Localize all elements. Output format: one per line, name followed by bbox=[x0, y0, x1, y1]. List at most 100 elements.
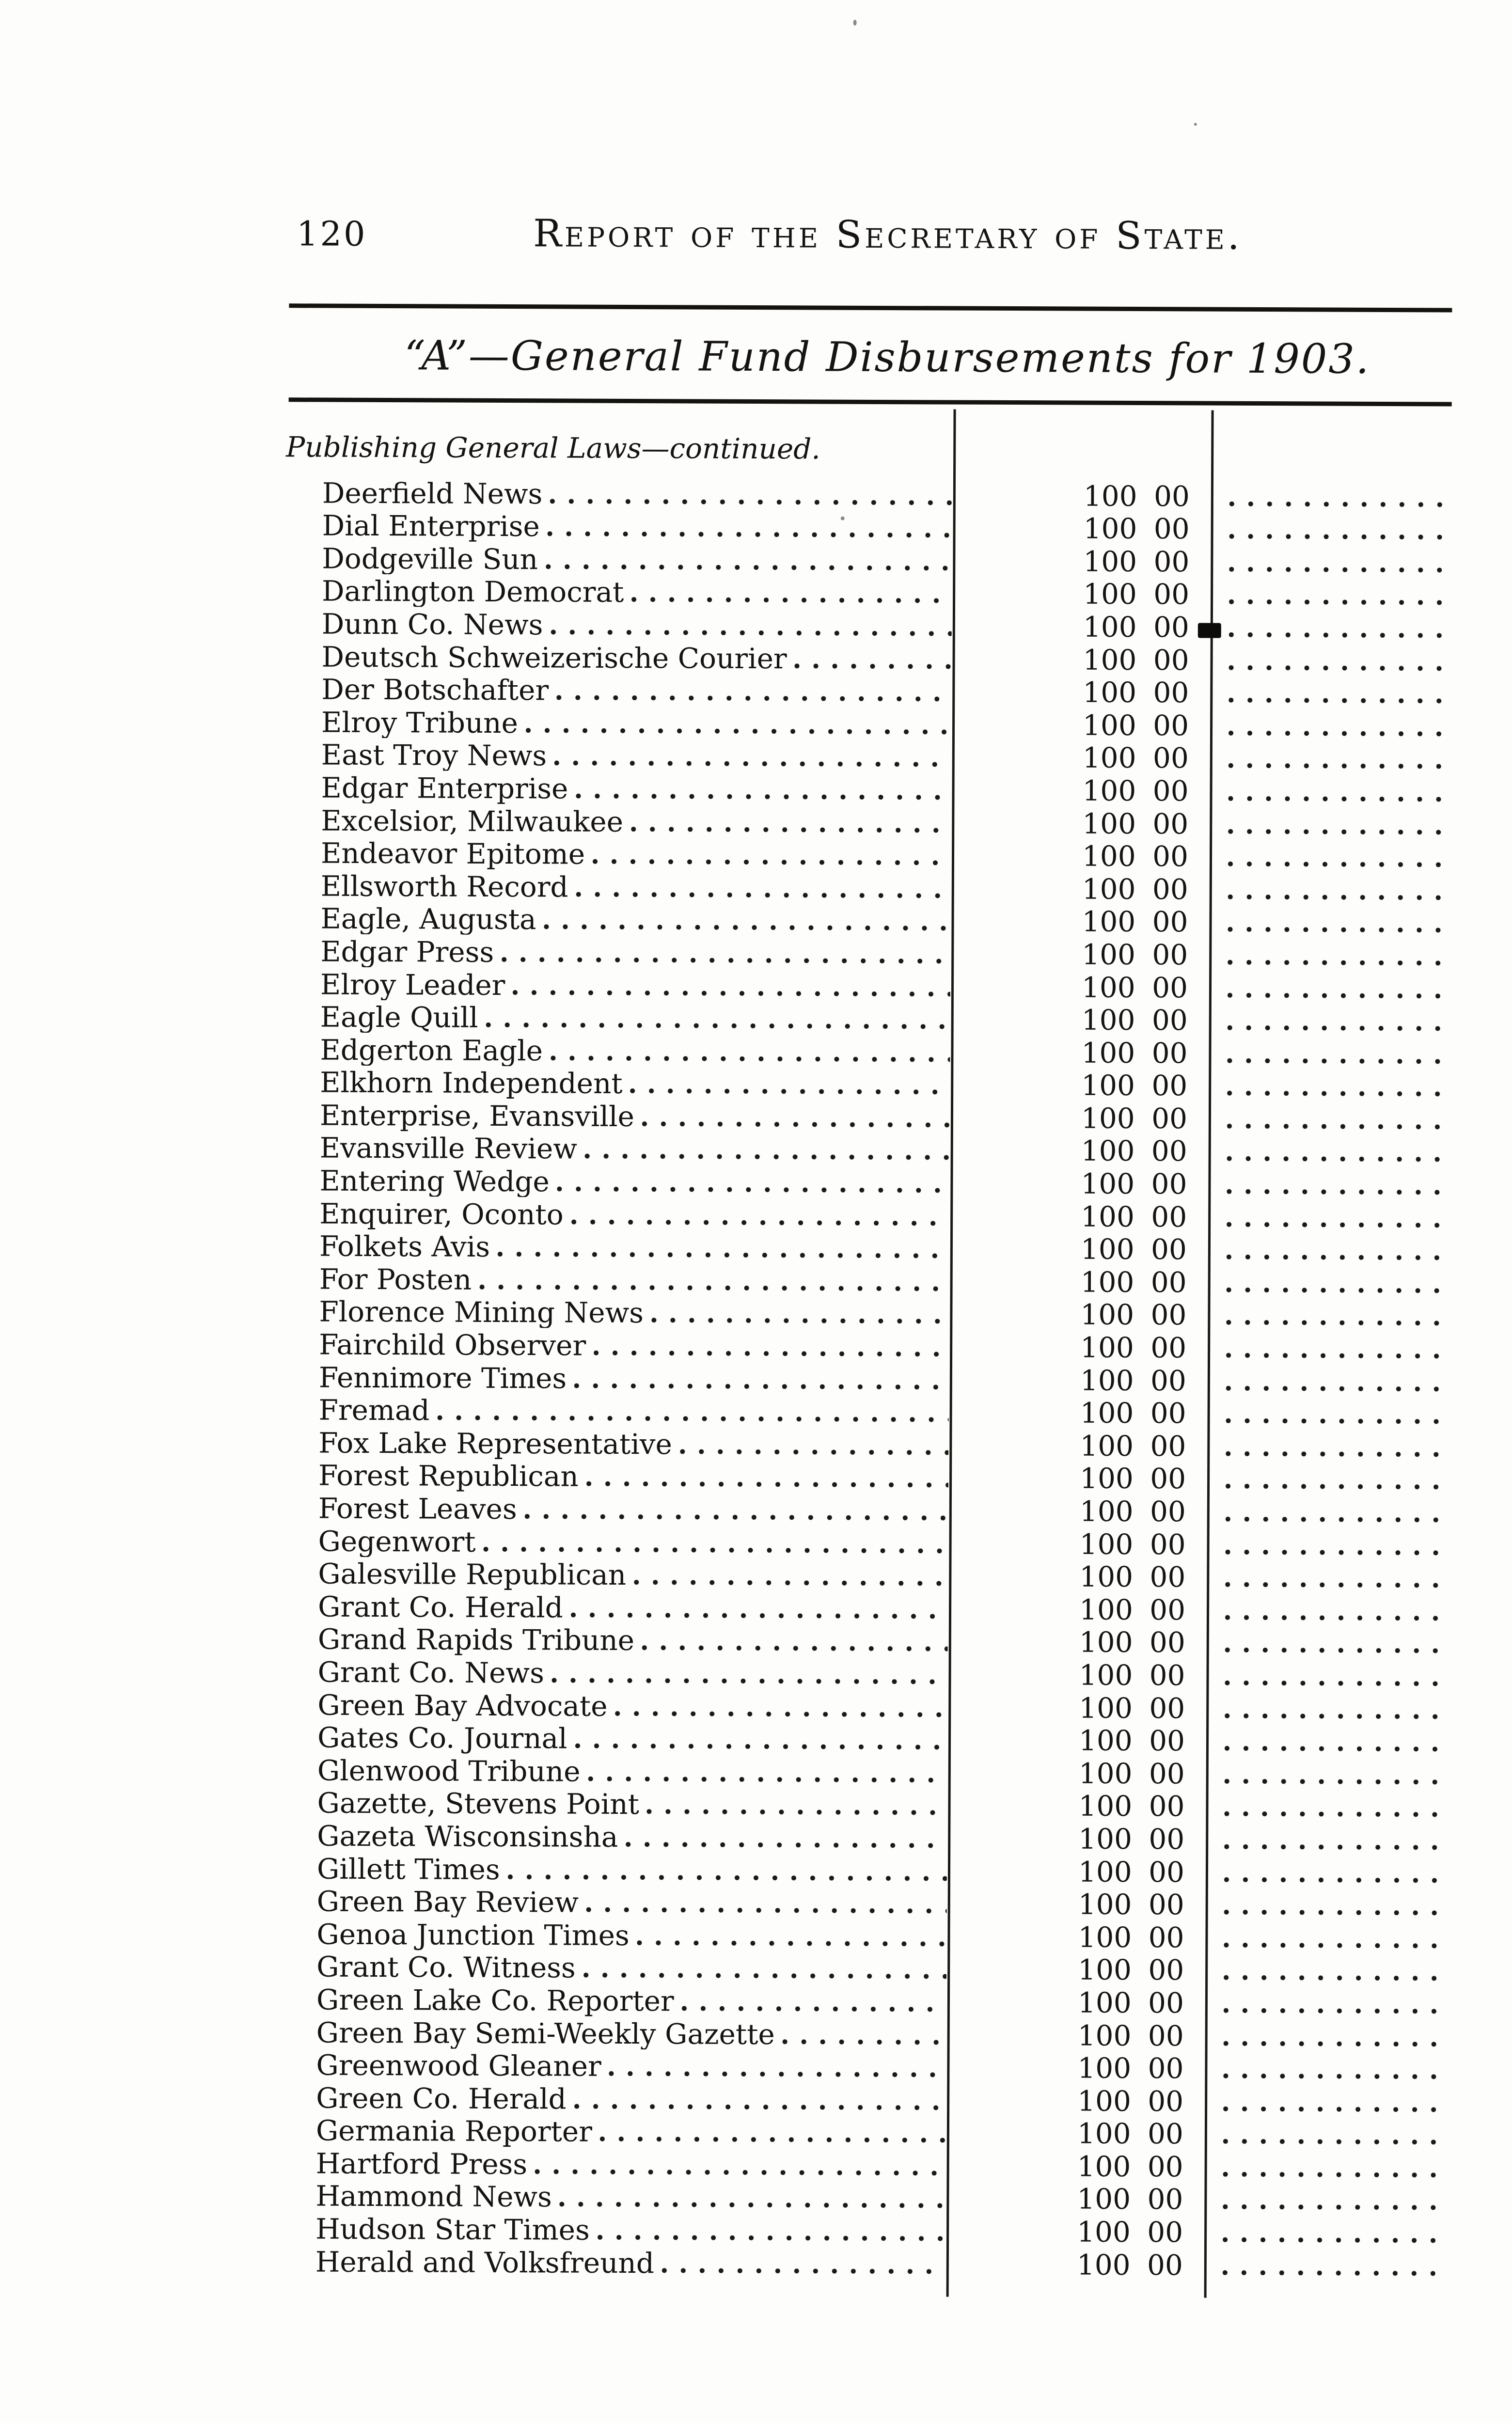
row-name-cell: Grant Co. Witness bbox=[316, 1950, 947, 1985]
row-name-cell: Excelsior, Milwaukee bbox=[321, 803, 951, 839]
table-row: Fremad 100 00 bbox=[319, 1393, 1448, 1430]
trailing-dots bbox=[1225, 1232, 1447, 1266]
amount-value: 100 00 bbox=[1082, 741, 1189, 775]
row-name-cell: Galesville Republican bbox=[318, 1557, 948, 1592]
newspaper-name: Entering Wedge bbox=[319, 1164, 550, 1198]
trailing-dots bbox=[1228, 610, 1449, 644]
dotted-leader bbox=[556, 2181, 946, 2214]
row-name-cell: Elroy Tribune bbox=[321, 705, 952, 740]
amount-value: 100 00 bbox=[1082, 774, 1189, 808]
amount-value: 100 00 bbox=[1078, 1757, 1185, 1791]
dotted-leader bbox=[612, 1690, 948, 1723]
trailing-dots bbox=[1224, 1495, 1445, 1528]
newspaper-name: Fairchild Observer bbox=[319, 1328, 586, 1362]
trailing-dots bbox=[1223, 1920, 1444, 1954]
table-row: Genoa Junction Times 100 00 bbox=[316, 1917, 1446, 1954]
trailing-dots bbox=[1222, 2215, 1443, 2249]
dotted-leader bbox=[628, 806, 951, 839]
newspaper-name: Glenwood Tribune bbox=[317, 1754, 581, 1788]
dotted-leader bbox=[573, 773, 951, 806]
dotted-leader bbox=[779, 2018, 946, 2051]
table-row: Gillett Times 100 00 bbox=[317, 1851, 1446, 1888]
newspaper-name: Ellsworth Record bbox=[320, 869, 568, 904]
dotted-leader bbox=[522, 707, 952, 740]
table-row: Edgerton Eagle 100 00 bbox=[320, 1033, 1449, 1070]
row-name-cell: Der Botschafter bbox=[321, 672, 952, 708]
dotted-leader bbox=[541, 904, 951, 937]
table-row: Gazette, Stevens Point 100 00 bbox=[317, 1786, 1446, 1823]
trailing-dots bbox=[1227, 938, 1448, 972]
dotted-leader bbox=[791, 643, 952, 675]
newspaper-name: Green Bay Semi-Weekly Gazette bbox=[316, 2016, 775, 2051]
newspaper-name: Hudson Star Times bbox=[315, 2212, 590, 2247]
dotted-leader bbox=[434, 1395, 949, 1428]
trailing-dots bbox=[1224, 1462, 1446, 1495]
row-name-cell: Gegenwort bbox=[318, 1524, 948, 1559]
newspaper-name: Edgar Enterprise bbox=[321, 771, 568, 805]
amount-value: 100 00 bbox=[1082, 807, 1189, 840]
dotted-leader bbox=[639, 1101, 950, 1133]
row-name-cell: For Posten bbox=[319, 1262, 949, 1297]
trailing-dots bbox=[1225, 1298, 1446, 1332]
trailing-dots bbox=[1223, 1789, 1444, 1823]
row-name-cell: Darlington Democrat bbox=[322, 574, 952, 609]
row-name-cell: Herald and Volksfreund bbox=[315, 2245, 945, 2280]
dotted-leader bbox=[499, 936, 951, 970]
table-row: Forest Leaves 100 00 bbox=[318, 1491, 1448, 1528]
trailing-dots bbox=[1224, 1560, 1445, 1594]
amount-value: 100 00 bbox=[1083, 676, 1189, 709]
amount-value: 100 00 bbox=[1083, 479, 1190, 513]
trailing-dots bbox=[1226, 1167, 1447, 1201]
table-row: Eagle, Augusta 100 00 bbox=[320, 901, 1449, 939]
dotted-leader bbox=[553, 675, 952, 708]
table-row: Elroy Leader 100 00 bbox=[320, 967, 1449, 1004]
row-name-cell: Enquirer, Oconto bbox=[319, 1196, 950, 1232]
trailing-dots bbox=[1227, 872, 1448, 906]
trailing-dots bbox=[1227, 774, 1448, 808]
trailing-dots bbox=[1224, 1592, 1445, 1627]
newspaper-name: Endeavor Epitome bbox=[320, 836, 585, 871]
table-row: Grant Co. News 100 00 bbox=[317, 1655, 1447, 1692]
table-row: Gazeta Wisconsinsha 100 00 bbox=[317, 1819, 1446, 1856]
amount-value: 100 00 bbox=[1081, 1101, 1188, 1135]
amount-value: 100 00 bbox=[1076, 2248, 1183, 2282]
row-name-cell: East Troy News bbox=[321, 738, 951, 773]
newspaper-name: Dodgeville Sun bbox=[322, 542, 538, 576]
amount-value: 100 00 bbox=[1081, 1003, 1188, 1037]
newspaper-name: Eagle Quill bbox=[320, 1000, 478, 1034]
trailing-dots bbox=[1225, 1396, 1446, 1430]
row-name-cell: Eagle, Augusta bbox=[320, 901, 951, 937]
table-row: East Troy News 100 00 bbox=[321, 738, 1450, 775]
amount-value: 100 00 bbox=[1078, 1789, 1185, 1823]
trailing-dots bbox=[1222, 1986, 1444, 2020]
table-row: Fennimore Times 100 00 bbox=[319, 1360, 1448, 1398]
amount-value: 100 00 bbox=[1081, 1069, 1188, 1102]
amount-value: 100 00 bbox=[1082, 708, 1189, 742]
dotted-leader bbox=[548, 609, 952, 642]
row-name-cell: Edgar Press bbox=[320, 934, 951, 970]
report-header: Report of the Secretary of State. bbox=[533, 212, 1243, 258]
amount-value: 100 00 bbox=[1078, 1888, 1184, 1921]
amount-value: 100 00 bbox=[1078, 1920, 1184, 1954]
newspaper-name: Eagle, Augusta bbox=[320, 902, 536, 936]
amount-value: 100 00 bbox=[1080, 1364, 1187, 1398]
trailing-dots bbox=[1226, 1003, 1447, 1037]
table-row: Florence Mining News 100 00 bbox=[319, 1294, 1448, 1332]
trailing-dots bbox=[1224, 1658, 1445, 1692]
table-row: Edgar Enterprise 100 00 bbox=[321, 771, 1450, 808]
row-name-cell: Green Co. Herald bbox=[316, 2081, 946, 2116]
row-name-cell: Enterprise, Evansville bbox=[320, 1098, 950, 1133]
row-name-cell: Green Bay Review bbox=[317, 1884, 947, 1920]
newspaper-name: Gates Co. Journal bbox=[317, 1721, 567, 1755]
trailing-dots bbox=[1225, 1363, 1446, 1398]
amount-value: 100 00 bbox=[1079, 1560, 1186, 1594]
amount-value: 100 00 bbox=[1079, 1658, 1185, 1692]
dotted-leader bbox=[554, 1166, 950, 1199]
newspaper-name: East Troy News bbox=[321, 738, 547, 772]
dotted-leader bbox=[583, 1461, 949, 1494]
dotted-leader bbox=[571, 1363, 949, 1396]
dotted-leader bbox=[573, 871, 951, 904]
row-name-cell: Elkhorn Independent bbox=[320, 1065, 950, 1101]
row-name-cell: Endeavor Epitome bbox=[321, 836, 951, 871]
dotted-leader bbox=[606, 2050, 946, 2083]
